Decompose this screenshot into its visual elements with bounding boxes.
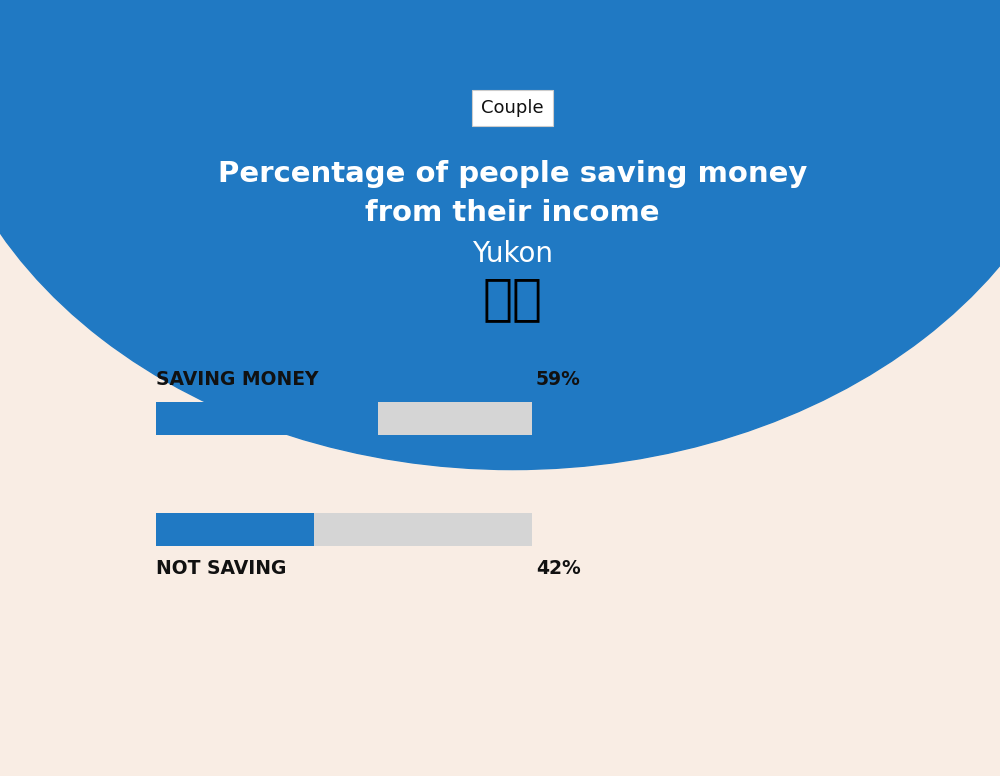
Text: Yukon: Yukon xyxy=(472,241,553,268)
Text: SAVING MONEY: SAVING MONEY xyxy=(156,370,318,390)
Bar xyxy=(156,402,532,435)
Text: Percentage of people saving money: Percentage of people saving money xyxy=(218,160,807,188)
Text: Couple: Couple xyxy=(481,99,544,117)
Text: NOT SAVING: NOT SAVING xyxy=(156,559,286,578)
Bar xyxy=(156,513,532,546)
Circle shape xyxy=(0,0,1000,469)
Bar xyxy=(156,513,314,546)
Text: 42%: 42% xyxy=(536,559,580,578)
Bar xyxy=(156,402,378,435)
Text: 59%: 59% xyxy=(536,370,581,390)
Text: 🇨🇦: 🇨🇦 xyxy=(482,275,542,324)
Text: from their income: from their income xyxy=(365,199,660,227)
Bar xyxy=(125,93,900,344)
